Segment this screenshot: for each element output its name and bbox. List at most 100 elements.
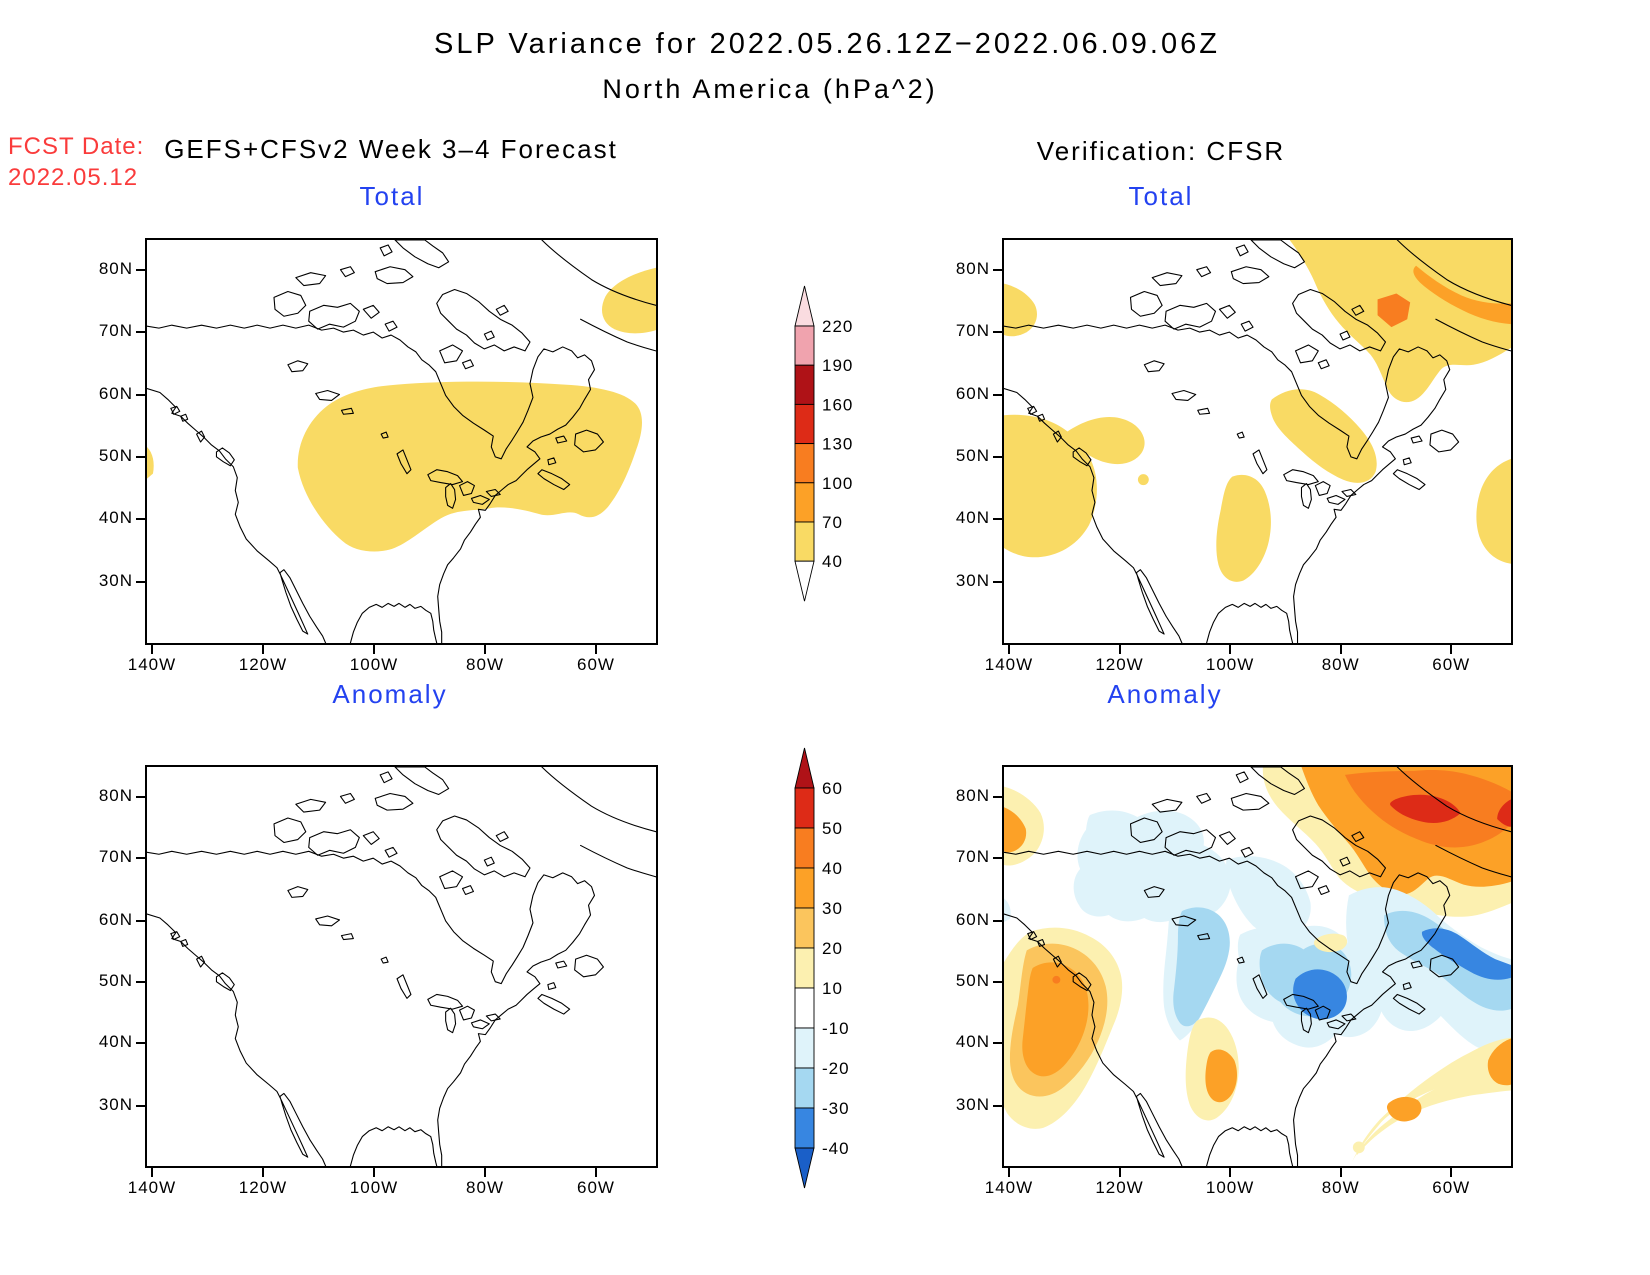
lat-label-50N: 50N <box>955 970 990 990</box>
panel-title-verification-total: Total <box>1128 181 1194 211</box>
lon-label-80W: 80W <box>466 1178 504 1197</box>
colorbar-label-190: 190 <box>822 356 853 375</box>
lon-label-60W: 60W <box>576 655 615 674</box>
colorbar-label-70: 70 <box>822 513 843 532</box>
lat-tick <box>993 857 1002 860</box>
lat-tick <box>136 394 145 397</box>
anom-pos40-pnw-dot <box>1052 975 1061 984</box>
colorbar-segment <box>794 987 815 1029</box>
shade-40-70-west-sliver <box>147 446 154 479</box>
lon-label-60W: 60W <box>1432 1178 1471 1197</box>
anom-pos50-core <box>1390 794 1461 824</box>
lat-label-70N: 70N <box>98 847 133 867</box>
lon-label-140W: 140W <box>127 655 177 674</box>
colorbar-segment <box>794 325 815 366</box>
colorbar-segment <box>794 947 815 989</box>
lat-label-40N: 40N <box>98 1032 133 1052</box>
anom-pos30-atlantic-spot <box>1386 1096 1422 1122</box>
lat-label-50N: 50N <box>955 445 990 465</box>
lon-tick <box>261 645 264 654</box>
lat-label-80N: 80N <box>98 258 133 278</box>
lon-label-120W: 120W <box>238 655 288 674</box>
lon-label-60W: 60W <box>576 1178 615 1197</box>
lon-label-80W: 80W <box>466 655 504 674</box>
map-panel-forecast-total: 80N 70N 60N 50N 40N 30N 140W 120W 100W 80W 60W <box>99 238 658 674</box>
map-forecast-total <box>147 240 656 643</box>
lat-tick <box>993 455 1002 458</box>
lat-label-70N: 70N <box>955 320 990 340</box>
colorbar-label--10: -10 <box>822 1019 850 1038</box>
lon-label-140W: 140W <box>984 655 1034 674</box>
lon-tick <box>594 1168 597 1177</box>
shade-40-70-pnw-lobe <box>1061 416 1145 465</box>
lon-tick <box>150 1168 153 1177</box>
lat-label-80N: 80N <box>98 785 133 805</box>
lon-label-140W: 140W <box>984 1178 1034 1197</box>
lat-label-80N: 80N <box>955 785 990 805</box>
lat-tick <box>993 980 1002 983</box>
shade-40-70-baffin-bay <box>601 267 656 334</box>
lat-label-40N: 40N <box>955 507 990 527</box>
lon-tick <box>1118 645 1121 654</box>
lat-tick <box>993 795 1002 798</box>
shade-100-130-baffin-spot <box>1377 293 1411 328</box>
colorbar-segment <box>794 827 815 869</box>
lon-label-100W: 100W <box>349 1178 399 1197</box>
shade-40-70-west-edge <box>1004 283 1037 337</box>
colorbar-segment <box>794 1107 815 1149</box>
colorbar-label-10: 10 <box>822 979 843 998</box>
shade-40-70-pnw-dot <box>1137 474 1149 486</box>
colorbar-total: 220 190 160 130 100 70 40 <box>794 285 853 602</box>
panel-title-forecast-total: Total <box>359 181 425 211</box>
anom-pos30-atlantic-right-edge <box>1487 1038 1511 1086</box>
lon-tick <box>1229 645 1232 654</box>
lat-tick <box>993 330 1002 333</box>
lat-label-60N: 60N <box>98 384 133 404</box>
colorbar-label-50: 50 <box>822 819 843 838</box>
lat-label-40N: 40N <box>955 1032 990 1052</box>
colorbar-label-30: 30 <box>822 899 843 918</box>
lon-label-80W: 80W <box>1321 655 1360 674</box>
map-panel-verification-anomaly: 80N 70N 60N 50N 40N 30N 140W 120W 100W 80W 60W <box>956 765 1513 1197</box>
lat-label-30N: 30N <box>955 1094 990 1114</box>
shade-40-70-quebec <box>1270 389 1377 483</box>
figure-subtitle: North America (hPa^2) <box>602 74 938 104</box>
lon-tick <box>1007 1168 1010 1177</box>
lon-label-100W: 100W <box>1205 1178 1255 1197</box>
figure-title: SLP Variance for 2022.05.26.12Z−2022.06.… <box>434 28 1220 60</box>
lat-tick <box>993 268 1002 271</box>
colorbar-lower-arrow <box>794 560 815 602</box>
lon-tick <box>484 1168 487 1177</box>
lon-label-140W: 140W <box>127 1178 177 1197</box>
colorbar-upper-arrow <box>794 747 815 789</box>
colorbar-lower-arrow <box>794 1147 815 1189</box>
shade-40-70-central-us <box>1216 474 1271 582</box>
lat-label-50N: 50N <box>98 445 133 465</box>
fcst-date-value: 2022.05.12 <box>8 164 139 191</box>
lon-tick <box>1007 645 1010 654</box>
lon-tick <box>373 1168 375 1177</box>
shade-70-100-greenland-band <box>1413 265 1511 325</box>
lat-tick <box>993 581 1002 583</box>
lat-label-30N: 30N <box>955 571 990 590</box>
lat-tick <box>993 1104 1002 1107</box>
lon-tick <box>1450 1168 1453 1177</box>
lon-tick <box>594 645 597 654</box>
anom-neg40-labrador-core <box>1421 928 1511 980</box>
lat-label-30N: 30N <box>98 1094 133 1114</box>
colorbar-segment <box>794 364 815 405</box>
lat-tick <box>136 517 145 520</box>
colorbar-segment <box>794 787 815 829</box>
lon-tick <box>1229 1168 1232 1177</box>
map-forecast-anomaly <box>147 767 656 1166</box>
colorbar-segment <box>794 907 815 949</box>
map-panel-verification-total: 80N 70N 60N 50N 40N 30N 140W 120W 100W 80W 60W <box>956 238 1513 674</box>
verification-column-header: Verification: CFSR <box>1036 136 1286 166</box>
lon-tick <box>373 645 375 654</box>
panel-title-verification-anomaly: Anomaly <box>1107 679 1223 709</box>
colorbar-label-40: 40 <box>822 859 843 878</box>
colorbar-segment <box>794 521 815 562</box>
colorbar-label-20: 20 <box>822 939 843 958</box>
lon-tick <box>484 645 487 654</box>
